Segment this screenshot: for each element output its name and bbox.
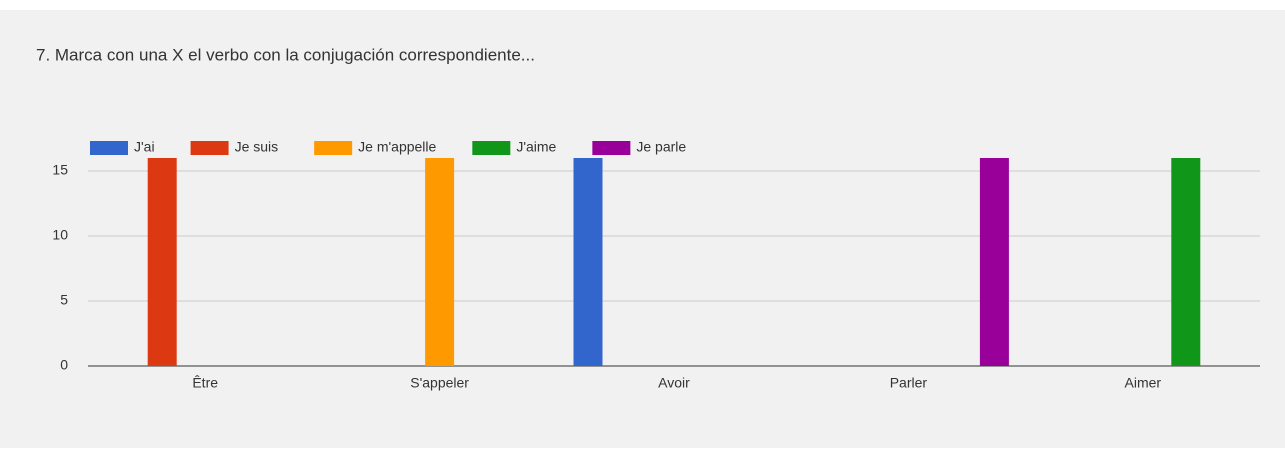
y-tick-label: 0 bbox=[60, 357, 68, 373]
legend-label: Je parle bbox=[636, 139, 686, 155]
legend-swatch bbox=[592, 141, 631, 155]
bar bbox=[573, 158, 603, 366]
x-tick-label: Parler bbox=[890, 375, 928, 391]
y-tick-label: 5 bbox=[60, 292, 68, 308]
chart-background bbox=[0, 10, 1285, 448]
x-tick-label: Avoir bbox=[658, 375, 690, 391]
bar bbox=[1171, 158, 1201, 366]
x-tick-label: S'appeler bbox=[410, 375, 469, 391]
legend-label: J'aime bbox=[516, 139, 556, 155]
bar bbox=[979, 158, 1009, 366]
legend-swatch bbox=[314, 141, 353, 155]
y-tick-label: 15 bbox=[52, 162, 68, 178]
legend-label: Je m'appelle bbox=[358, 139, 436, 155]
bar bbox=[425, 158, 455, 366]
legend-swatch bbox=[472, 141, 511, 155]
chart-title: 7. Marca con una X el verbo con la conju… bbox=[36, 45, 535, 64]
x-tick-label: Être bbox=[192, 375, 218, 391]
bar bbox=[147, 158, 177, 366]
legend-label: Je suis bbox=[235, 139, 279, 155]
legend-swatch bbox=[90, 141, 128, 155]
y-tick-label: 10 bbox=[52, 227, 68, 243]
x-tick-label: Aimer bbox=[1125, 375, 1162, 391]
legend-swatch bbox=[190, 141, 229, 155]
legend-label: J'ai bbox=[134, 139, 155, 155]
